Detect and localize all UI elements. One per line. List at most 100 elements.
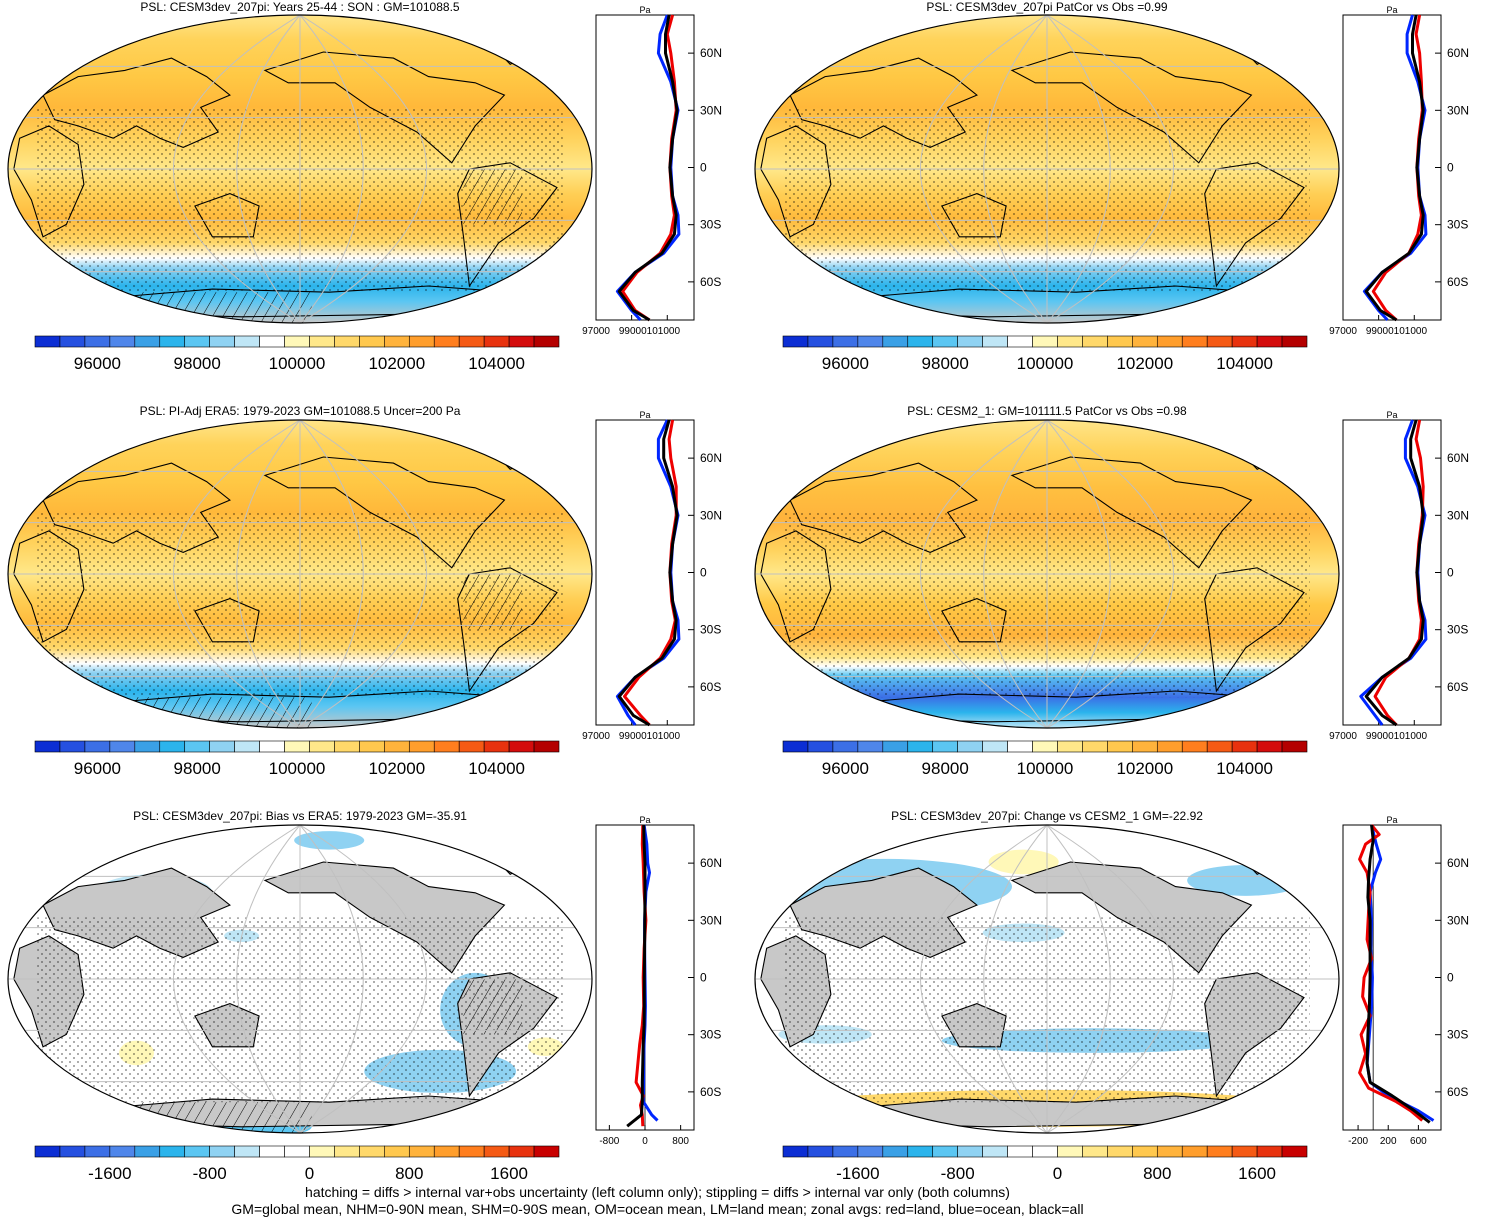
profile-frame (595, 419, 695, 726)
colorbar-label: 102000 (1116, 354, 1173, 373)
map-5-field (8, 825, 592, 1133)
colorbar-swatch (1007, 740, 1033, 753)
colorbar-swatch (957, 1145, 983, 1158)
colorbar-swatch (1082, 740, 1108, 753)
lat-label: 60S (700, 680, 721, 694)
panel-bottom-right: PSL: CESM3dev_207pi: Change vs CESM2_1 G… (754, 809, 1469, 1147)
colorbar-5: -1600 -800 0 800 1600 (34, 1145, 560, 1183)
colorbar-swatch (384, 740, 410, 753)
hatching (136, 1102, 312, 1133)
colorbar-label: 104000 (1216, 759, 1273, 778)
colorbar-swatch (209, 740, 235, 753)
colorbar-swatch (234, 740, 260, 753)
colorbar-label: 800 (395, 1164, 423, 1183)
graticule-lon (983, 15, 1048, 323)
lat-label: 60S (1447, 1085, 1468, 1099)
lat-label: 30S (700, 1028, 721, 1042)
lat-label: 30S (1447, 623, 1468, 637)
colorbar-swatch (458, 335, 485, 348)
map-4-frame (754, 419, 1340, 729)
colorbar-swatch (59, 740, 86, 753)
colorbar-swatch (159, 335, 186, 348)
graticule-lon (299, 825, 427, 1133)
lat-label: 60N (1447, 856, 1469, 870)
colorbar-label: 0 (305, 1164, 314, 1183)
map-2-frame (754, 14, 1340, 324)
panel-top-left: PSL: CESM3dev_207pi: Years 25-44 : SON :… (7, 0, 722, 337)
colorbar-label: -800 (941, 1164, 975, 1183)
lat-label: 60S (1447, 680, 1468, 694)
graticule-lon (920, 420, 1048, 728)
colorbar-swatch (1206, 335, 1233, 348)
lat-label: 30N (700, 913, 722, 927)
lat-label: 30N (1447, 508, 1469, 522)
graticule-lon (299, 420, 427, 728)
colorbar-swatch (807, 1145, 834, 1158)
lat-label: 60S (700, 275, 721, 289)
colorbar-swatch (334, 740, 360, 753)
colorbar-swatch (1057, 335, 1083, 348)
colorbar-swatch (109, 335, 136, 348)
colorbar-label: -1600 (836, 1164, 879, 1183)
colorbar-swatch (957, 740, 983, 753)
colorbar-swatch (782, 740, 809, 753)
lat-label: 60N (1447, 451, 1469, 465)
lat-label: 60N (700, 856, 722, 870)
map-6-frame (754, 824, 1340, 1134)
lat-label: 30S (700, 218, 721, 232)
graticule-lon (920, 825, 1048, 1133)
colorbar-swatch (284, 740, 310, 753)
profile-unit: Pa (639, 410, 650, 420)
colorbar-swatch (34, 335, 61, 348)
colorbar-label: 104000 (468, 759, 525, 778)
colorbar-swatch (1057, 1145, 1083, 1158)
zonal-profile-2: Pa 60N 30N 0 30S 60S 97000 99000101000 (1329, 5, 1469, 337)
colorbar-swatch (533, 335, 560, 348)
colorbar-swatch (1181, 740, 1208, 753)
colorbar-swatch (483, 740, 510, 753)
hatching (136, 292, 312, 323)
colorbar-4: 96000 98000 100000 102000 104000 (782, 740, 1308, 778)
hatching (136, 697, 312, 728)
panel-top-right: PSL: CESM3dev_207pi PatCor vs Obs =0.99 P… (754, 0, 1469, 337)
colorbar-swatch (1132, 335, 1158, 348)
colorbar-swatch (259, 740, 285, 753)
colorbar-swatch (1156, 335, 1183, 348)
lat-label: 30N (700, 508, 722, 522)
colorbar-swatch (1181, 335, 1208, 348)
colorbar-swatch (782, 1145, 809, 1158)
colorbar-swatch (433, 1145, 460, 1158)
map-6-field (755, 825, 1339, 1133)
colorbar-label: 98000 (174, 759, 221, 778)
colorbar-swatch (284, 1145, 310, 1158)
zonal-avg-all (626, 824, 647, 1128)
colorbar-swatch (309, 740, 335, 753)
colorbar-swatch (1156, 1145, 1183, 1158)
colorbar-swatch (458, 740, 485, 753)
graticule-lon (236, 15, 301, 323)
colorbar-swatch (1007, 335, 1033, 348)
colorbar-swatch (533, 1145, 560, 1158)
colorbar-label: 96000 (74, 354, 121, 373)
colorbar-swatch (234, 335, 260, 348)
colorbar-swatch (184, 1145, 210, 1158)
colorbar-swatch (832, 740, 859, 753)
zonal-profile-4: Pa 60N 30N 0 30S 60S 97000 99000101000 (1329, 410, 1469, 742)
colorbar-swatch (209, 335, 235, 348)
colorbar-swatch (1181, 1145, 1208, 1158)
graticule-lon (920, 15, 1048, 323)
lat-label: 30N (1447, 103, 1469, 117)
colorbar-label: 102000 (368, 759, 425, 778)
colorbar-swatch (1032, 1145, 1058, 1158)
colorbar-label: 104000 (468, 354, 525, 373)
map-2-field (755, 15, 1339, 323)
x-tick-label: 99000101000 (1366, 731, 1428, 742)
profile-unit: Pa (1386, 815, 1397, 825)
colorbar-swatch (982, 740, 1008, 753)
lat-label: 60N (700, 451, 722, 465)
lat-label: 60S (1447, 275, 1468, 289)
footer-note-hatching: hatching = diffs > internal var+obs unce… (305, 1184, 1010, 1200)
graticule-lon (1046, 420, 1111, 728)
colorbar-swatch (34, 740, 61, 753)
colorbar-swatch (1032, 335, 1058, 348)
